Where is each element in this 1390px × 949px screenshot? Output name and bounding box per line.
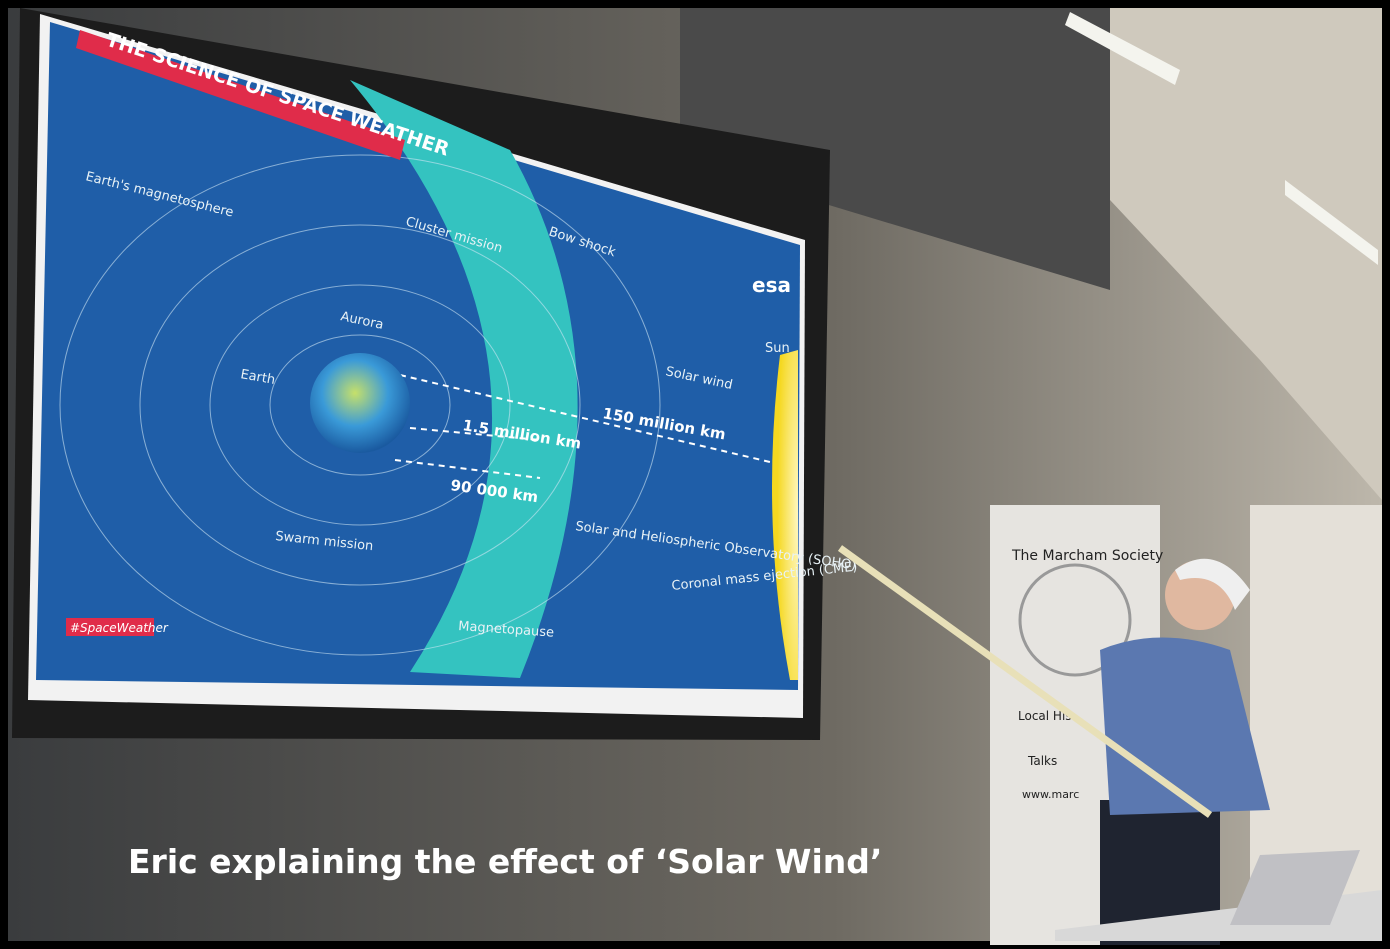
slide-label: Sun [765,341,790,356]
banner-line: Talks [1027,754,1057,768]
banner-title: The Marcham Society [1011,548,1163,564]
esa-logo: esa [752,273,791,297]
caption: Eric explaining the effect of ‘Solar Win… [128,842,882,881]
banner-line: www.marc [1022,788,1079,801]
earth [310,353,410,453]
page: { "slide": { "title": "THE SCIENCE OF SP… [0,0,1390,949]
photo: THE SCIENCE OF SPACE WEATHER Earth's mag… [0,0,1390,949]
cupboard [1250,505,1382,895]
hashtag: #SpaceWeather [70,621,169,635]
